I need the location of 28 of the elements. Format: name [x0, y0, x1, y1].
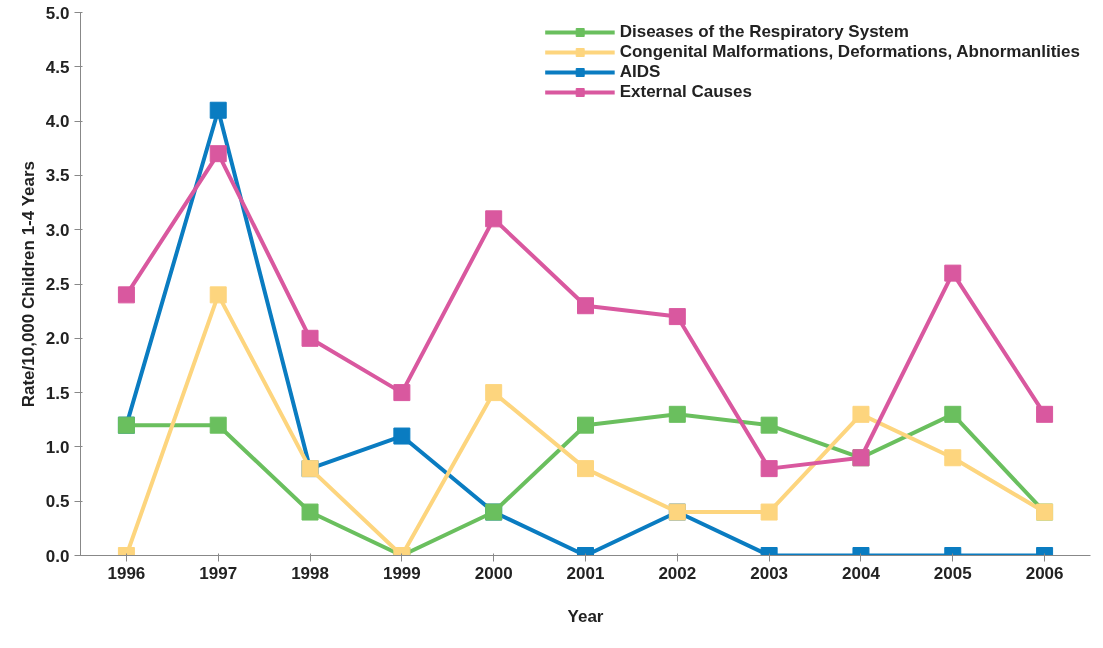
y-tick-label: 0.0 [45, 546, 70, 566]
x-tick-label: 1996 [107, 563, 146, 583]
x-tick-label: 2001 [566, 563, 605, 583]
y-tick-label: 2.5 [45, 275, 70, 294]
y-tick-label: 0.5 [45, 492, 70, 512]
y-tick-label: 4.0 [45, 112, 70, 132]
legend-label: Diseases of the Respiratory System [619, 22, 909, 42]
legend-label: Congenital Malformations, Deformations, Abnormanlities [619, 42, 1080, 62]
y-tick-label: 2.0 [45, 329, 70, 349]
legend-label: AIDS [619, 62, 661, 82]
y-tick-label: 3.5 [45, 166, 70, 186]
y-tick-label: 5.0 [45, 3, 70, 23]
y-tick-label: 1.5 [45, 383, 70, 403]
x-tick-label: 2005 [933, 563, 972, 583]
y-axis-title: Rate/10,000 Children 1-4 Years [18, 160, 38, 408]
x-axis-title: Year [567, 606, 604, 626]
x-tick-label: 2006 [1025, 563, 1064, 583]
y-tick-label: 1.0 [45, 437, 70, 457]
x-tick-label: 2004 [842, 563, 881, 583]
legend-label: External Causes [619, 82, 752, 102]
x-tick-label: 2003 [750, 563, 789, 583]
x-tick-label: 1999 [382, 563, 421, 583]
x-tick-label: 2002 [658, 563, 697, 583]
y-tick-label: 3.0 [45, 220, 70, 240]
x-tick-label: 1997 [199, 563, 238, 583]
x-tick-label: 1998 [291, 563, 329, 583]
x-tick-label: 2000 [474, 563, 513, 583]
y-tick-label: 4.5 [45, 57, 70, 77]
